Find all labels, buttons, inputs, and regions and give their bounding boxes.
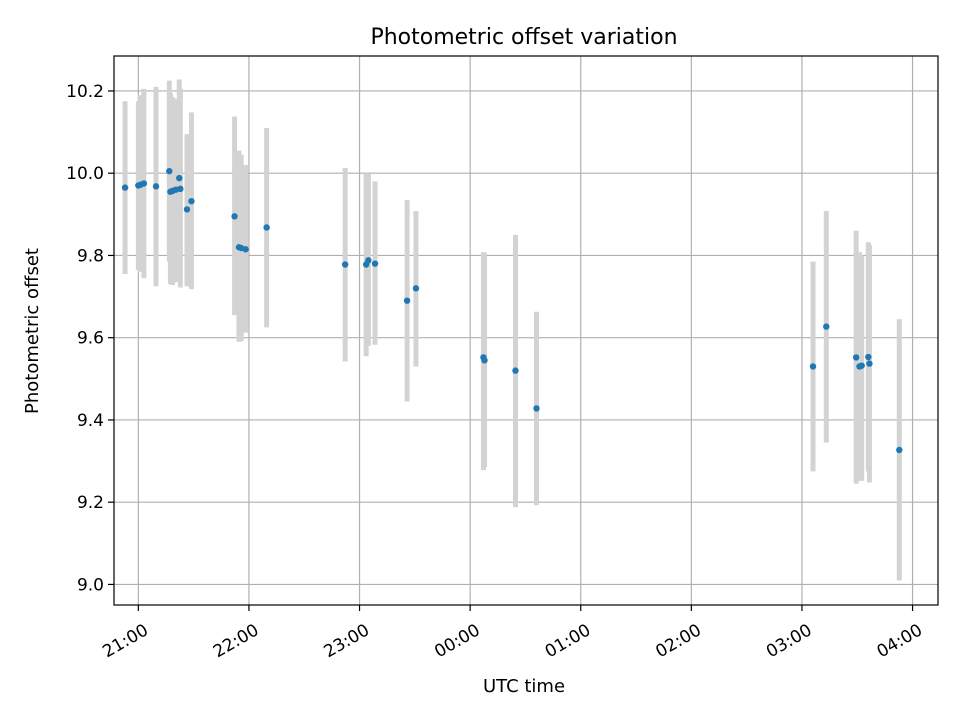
data-point [533, 405, 540, 412]
data-point [121, 184, 129, 191]
y-tick-label: 9.6 [77, 329, 104, 349]
data-point [177, 185, 184, 193]
y-tick-label: 9.8 [77, 246, 104, 266]
data-point [481, 357, 488, 364]
y-tick-label: 9.0 [77, 575, 104, 595]
grid-lines [114, 56, 938, 605]
chart-title: Photometric offset variation [370, 25, 677, 50]
data-point [231, 213, 238, 220]
data-point [176, 174, 183, 182]
plot-frame [113, 55, 939, 606]
data-points [121, 167, 903, 454]
data-point [166, 167, 173, 175]
data-point [188, 197, 195, 205]
data-point [896, 446, 903, 454]
y-axis-label: Photometric offset [22, 248, 43, 414]
y-tick-label: 10.2 [66, 82, 104, 102]
data-point [809, 363, 817, 370]
x-axis-label: UTC time [483, 676, 565, 697]
y-tick-label: 9.2 [77, 493, 104, 513]
data-point [183, 206, 191, 213]
data-point [858, 362, 865, 369]
y-tick-label: 10.0 [66, 164, 104, 184]
y-axis-ticks: 9.0 9.2 9.4 9.6 9.8 10.0 10.2 [66, 82, 114, 595]
data-point [865, 353, 872, 361]
data-point [371, 260, 379, 267]
data-point [412, 285, 420, 292]
data-point [341, 261, 349, 268]
data-point [365, 257, 372, 264]
data-point [263, 224, 270, 231]
data-point [866, 360, 873, 367]
data-point [403, 297, 411, 304]
data-point [852, 354, 860, 361]
data-point [140, 180, 148, 187]
data-point [823, 323, 830, 330]
data-point [512, 367, 519, 374]
data-point [152, 183, 160, 190]
data-point [242, 246, 249, 253]
y-tick-label: 9.4 [77, 411, 104, 431]
